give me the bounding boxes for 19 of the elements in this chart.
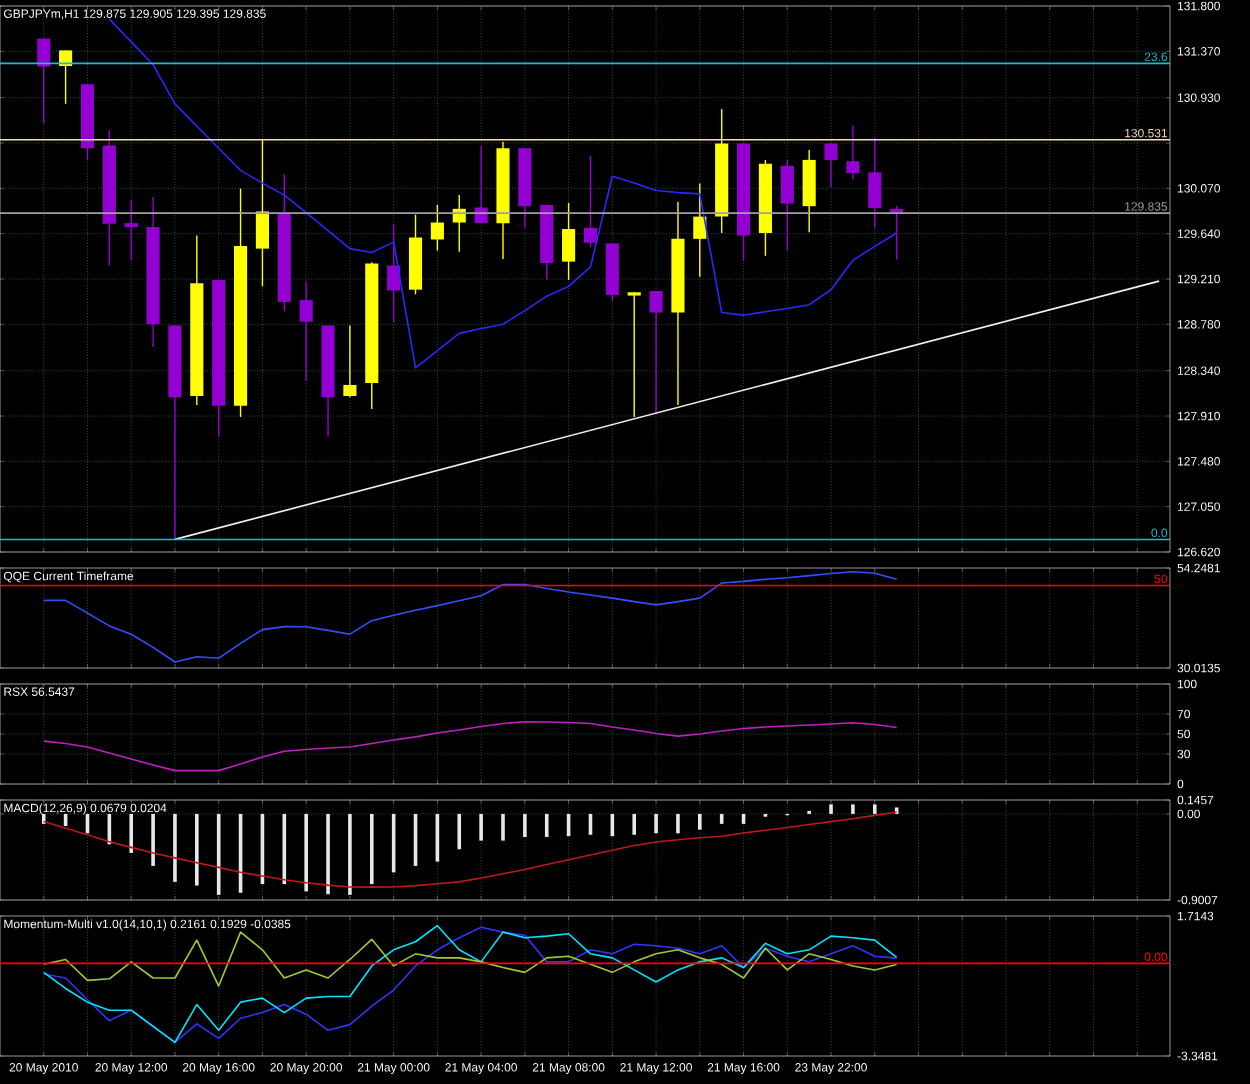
candlestick <box>583 155 598 248</box>
candlestick <box>37 37 51 125</box>
candlestick <box>627 291 641 418</box>
candlestick <box>59 49 73 105</box>
candlestick <box>693 182 707 278</box>
candlestick <box>430 204 444 252</box>
candlestick <box>824 142 838 189</box>
candlestick <box>868 137 882 229</box>
candlestick <box>649 290 663 415</box>
candlestick <box>846 124 860 181</box>
candlestick <box>562 202 576 281</box>
candlestick <box>343 324 357 398</box>
line-series <box>42 811 898 888</box>
candlestick <box>124 199 138 262</box>
line-series <box>108 18 898 369</box>
candlestick <box>299 280 313 382</box>
candlestick <box>255 138 269 288</box>
candlestick <box>802 149 816 234</box>
candlestick <box>780 159 794 252</box>
